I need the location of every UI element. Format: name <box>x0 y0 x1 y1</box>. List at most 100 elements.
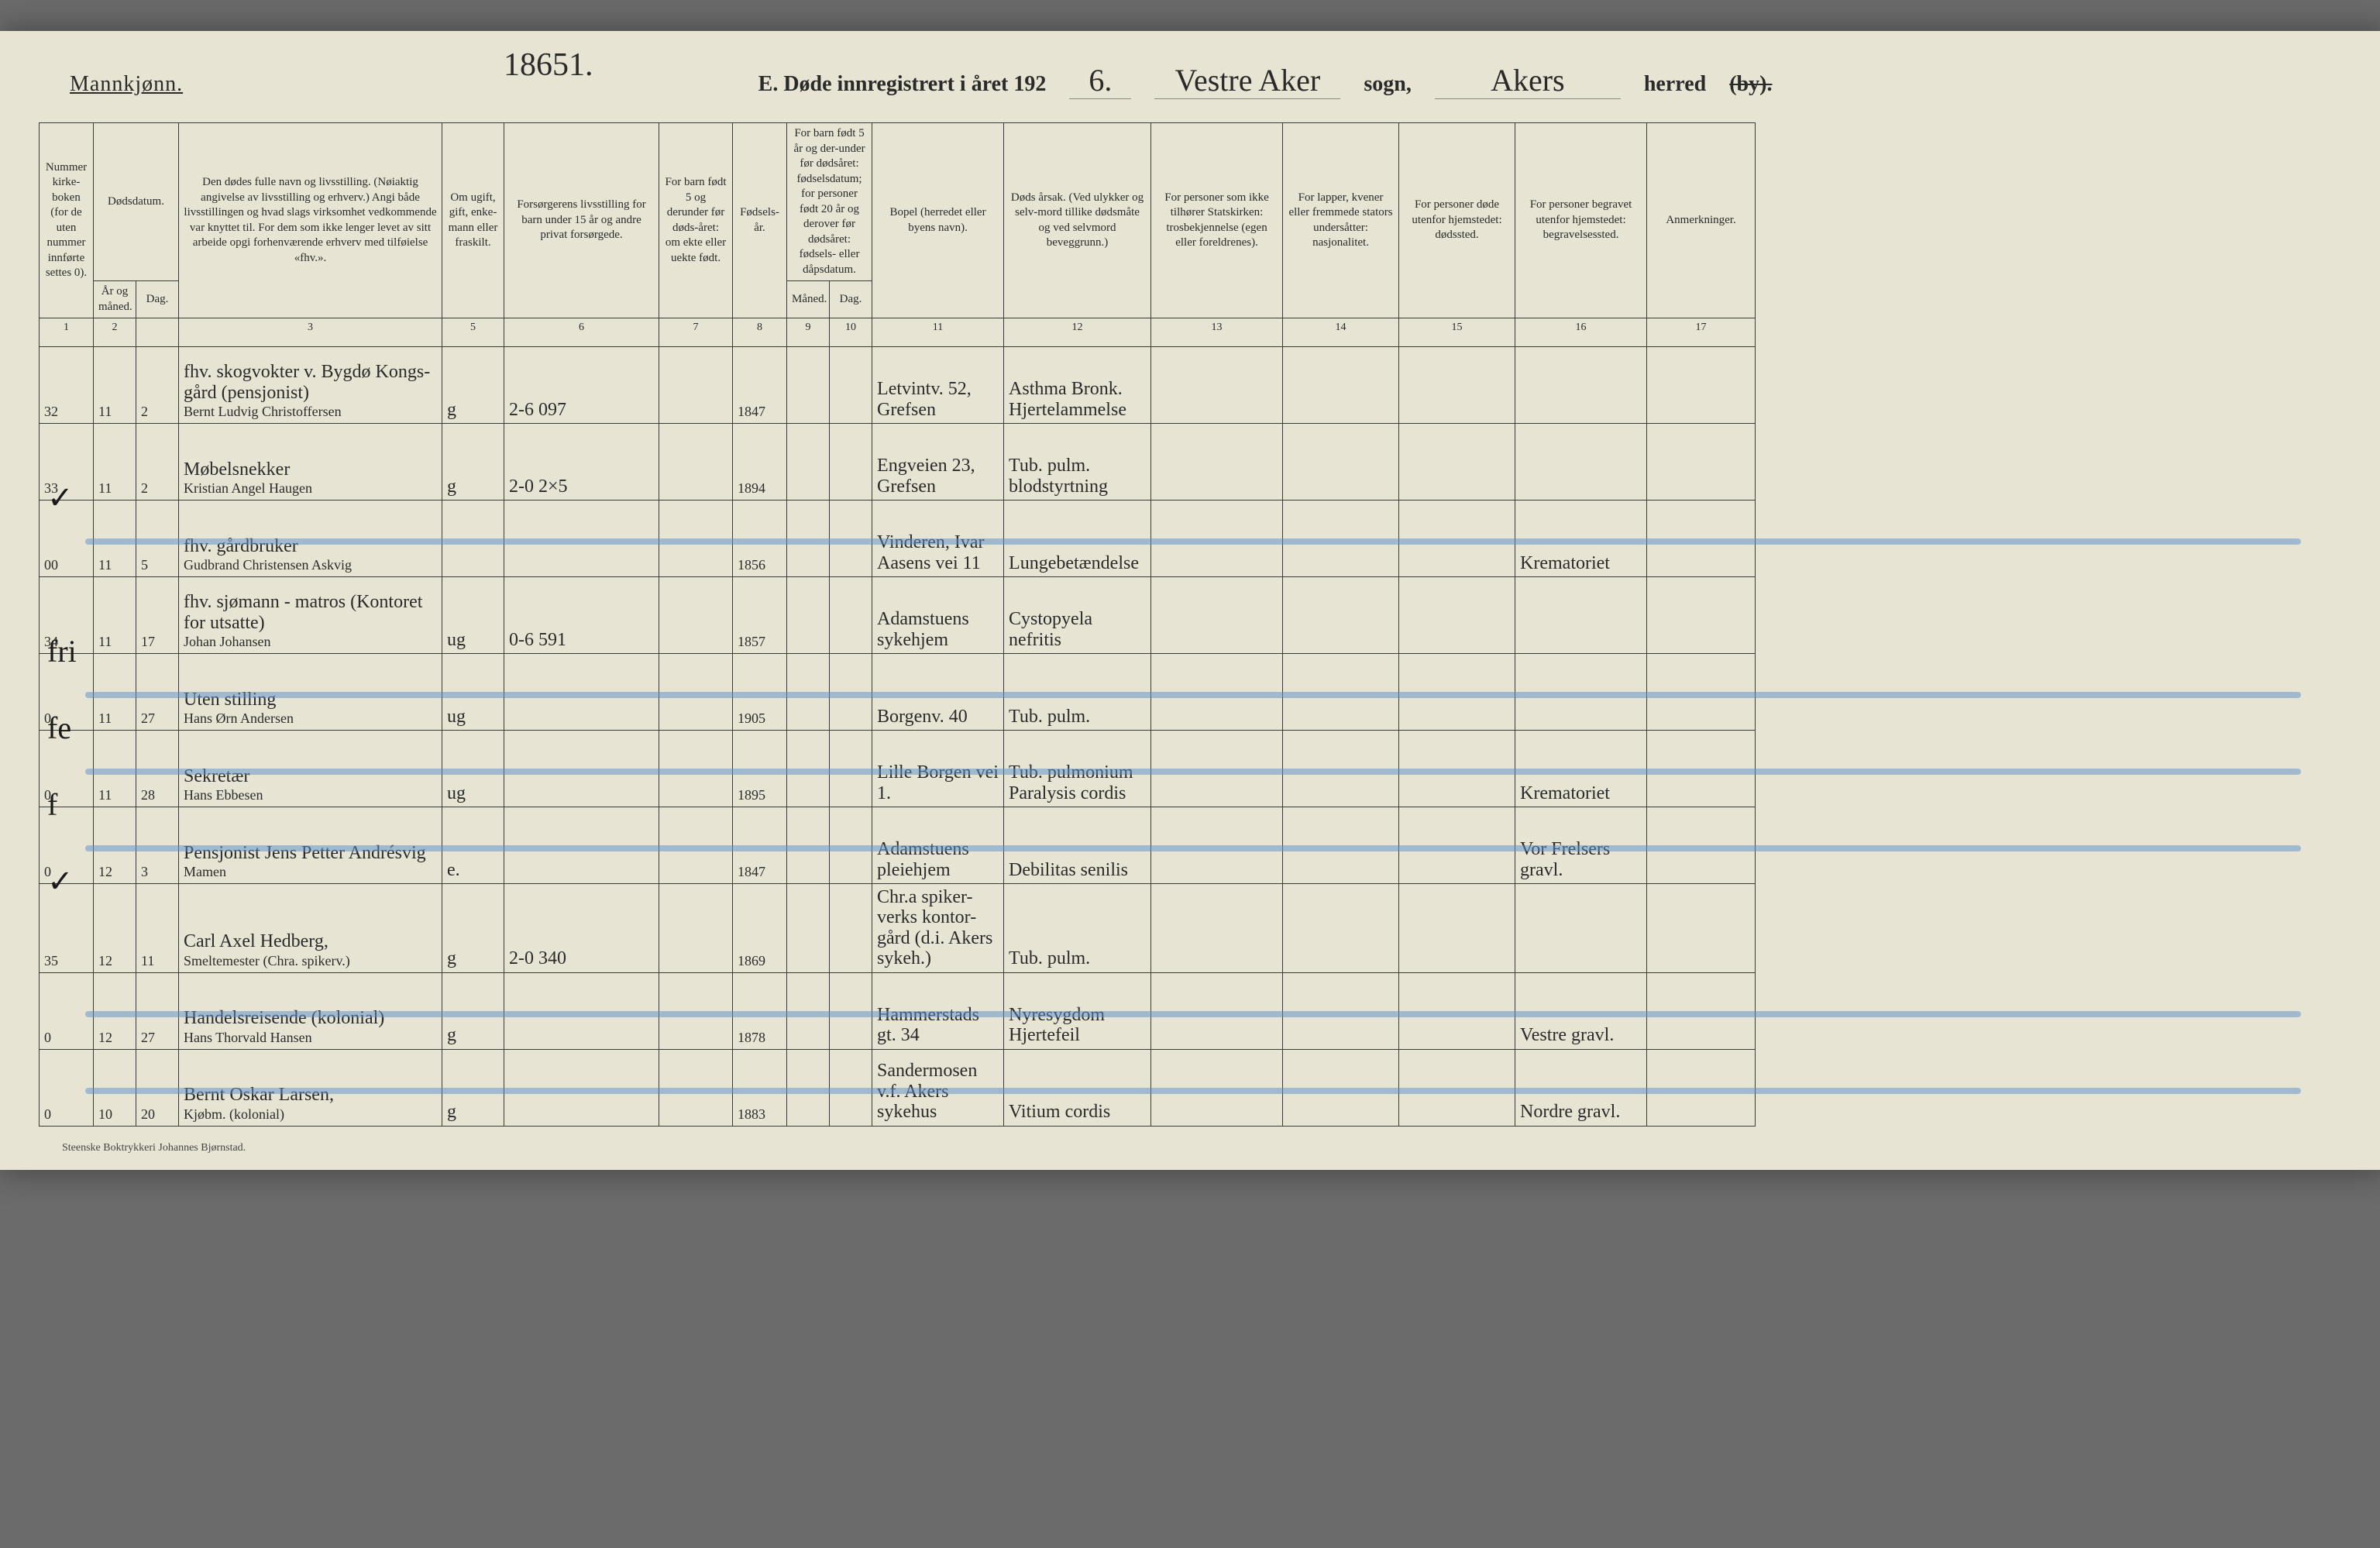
herred-value: Akers <box>1435 62 1621 99</box>
col-num-cell: 3 <box>179 318 442 347</box>
legitimacy <box>659 577 733 654</box>
confession <box>1151 884 1283 973</box>
table-body: 12356789101112131415161732112fhv. skogvo… <box>40 318 2347 1127</box>
birth-day <box>830 501 872 577</box>
occupation-line: Uten stilling <box>184 690 437 710</box>
col-num-cell: 2 <box>94 318 136 347</box>
col-num-cell: 11 <box>872 318 1004 347</box>
birth-year: 1856 <box>733 501 787 577</box>
cause-of-death: Cystopyela nefritis <box>1004 577 1151 654</box>
col-header-16: For personer begravet utenfor hjemstedet… <box>1515 123 1647 318</box>
death-place <box>1399 654 1515 731</box>
nationality <box>1283 731 1399 807</box>
birth-year: 1905 <box>733 654 787 731</box>
remarks <box>1647 501 1756 577</box>
residence: Adamstuens pleiehjem <box>872 807 1004 884</box>
occupation-line: Møbelsnekker <box>184 459 437 480</box>
birth-day <box>830 654 872 731</box>
death-month: 12 <box>94 884 136 973</box>
col-num-cell: 5 <box>442 318 504 347</box>
col-header-2: Dødsdatum. <box>94 123 179 281</box>
table-head: Nummer kirke-boken (for de uten nummer i… <box>40 123 2347 318</box>
entry-number: 0fe <box>40 654 94 731</box>
death-place <box>1399 501 1515 577</box>
confession <box>1151 654 1283 731</box>
death-day: 28 <box>136 731 179 807</box>
birth-year: 1857 <box>733 577 787 654</box>
death-place <box>1399 731 1515 807</box>
birth-month <box>787 501 830 577</box>
provider-occupation <box>504 972 659 1049</box>
name-occupation: fhv. gårdbrukerGudbrand Christensen Askv… <box>179 501 442 577</box>
name-occupation: MøbelsnekkerKristian Angel Haugen <box>179 424 442 501</box>
remarks <box>1647 424 1756 501</box>
entry-number: 33✓ <box>40 424 94 501</box>
nationality <box>1283 654 1399 731</box>
birth-month <box>787 347 830 424</box>
marital-status <box>442 501 504 577</box>
name-occupation: Uten stillingHans Ørn Andersen <box>179 654 442 731</box>
col-num-cell: 12 <box>1004 318 1151 347</box>
burial-place: Vor Frelsers gravl. <box>1515 807 1647 884</box>
cause-of-death: Tub. pulmonium Paralysis cordis <box>1004 731 1151 807</box>
cause-of-death: Lungebetændelse <box>1004 501 1151 577</box>
remarks <box>1647 884 1756 973</box>
remarks <box>1647 731 1756 807</box>
margin-mark: ✓ <box>47 865 74 899</box>
residence: Letvintv. 52, Grefsen <box>872 347 1004 424</box>
marital-status: e. <box>442 807 504 884</box>
death-day: 27 <box>136 972 179 1049</box>
occupation-line: Sekretær <box>184 766 437 786</box>
table-row: 0f1128SekretærHans Ebbesenug1895Lille Bo… <box>40 731 2347 807</box>
cause-of-death: Tub. pulm. <box>1004 884 1151 973</box>
col-num-cell: 13 <box>1151 318 1283 347</box>
birth-day <box>830 972 872 1049</box>
residence: Lille Borgen vei 1. <box>872 731 1004 807</box>
name-occupation: Pensjonist Jens Petter AndrésvigMamen <box>179 807 442 884</box>
death-month: 12 <box>94 972 136 1049</box>
birth-month <box>787 577 830 654</box>
year-suffix: 6. <box>1069 62 1131 99</box>
death-day: 3 <box>136 807 179 884</box>
table-row: 33✓112MøbelsnekkerKristian Angel Haugeng… <box>40 424 2347 501</box>
col-header-8: Fødsels-år. <box>733 123 787 318</box>
marital-status: ug <box>442 731 504 807</box>
person-name: Hans Ørn Andersen <box>184 710 294 726</box>
col-num-cell: 8 <box>733 318 787 347</box>
death-day: 11 <box>136 884 179 973</box>
person-name: Hans Thorvald Hansen <box>184 1030 312 1045</box>
confession <box>1151 972 1283 1049</box>
person-name: Mamen <box>184 864 226 879</box>
table-row: 01020Bernt Oskar Larsen,Kjøbm. (kolonial… <box>40 1049 2347 1126</box>
birth-year: 1883 <box>733 1049 787 1126</box>
title-prefix: E. Døde innregistrert i året 192 <box>758 72 1047 97</box>
col-header-11: Bopel (herredet eller byens navn). <box>872 123 1004 318</box>
table-row: 34fri1117fhv. sjømann - matros (Kontoret… <box>40 577 2347 654</box>
birth-day <box>830 731 872 807</box>
death-day: 27 <box>136 654 179 731</box>
nationality <box>1283 807 1399 884</box>
death-place <box>1399 807 1515 884</box>
residence: Borgenv. 40 <box>872 654 1004 731</box>
death-place <box>1399 424 1515 501</box>
legitimacy <box>659 654 733 731</box>
col-num-cell: 9 <box>787 318 830 347</box>
burial-place <box>1515 654 1647 731</box>
death-month: 10 <box>94 1049 136 1126</box>
birth-day <box>830 424 872 501</box>
by-strike: (by). <box>1729 72 1772 97</box>
occupation-line: fhv. sjømann - matros (Kontoret for utsa… <box>184 592 437 633</box>
cause-of-death: Nyresygdom Hjertefeil <box>1004 972 1151 1049</box>
header-row: Mannkjønn. E. Døde innregistrert i året … <box>39 62 2347 122</box>
cause-of-death: Vitium cordis <box>1004 1049 1151 1126</box>
death-day: 20 <box>136 1049 179 1126</box>
burial-place <box>1515 577 1647 654</box>
birth-year: 1847 <box>733 347 787 424</box>
provider-occupation <box>504 654 659 731</box>
cause-of-death: Debilitas senilis <box>1004 807 1151 884</box>
marital-status: g <box>442 347 504 424</box>
col-num-cell: 16 <box>1515 318 1647 347</box>
col-num-cell: 14 <box>1283 318 1399 347</box>
entry-number: 0 <box>40 972 94 1049</box>
legitimacy <box>659 731 733 807</box>
